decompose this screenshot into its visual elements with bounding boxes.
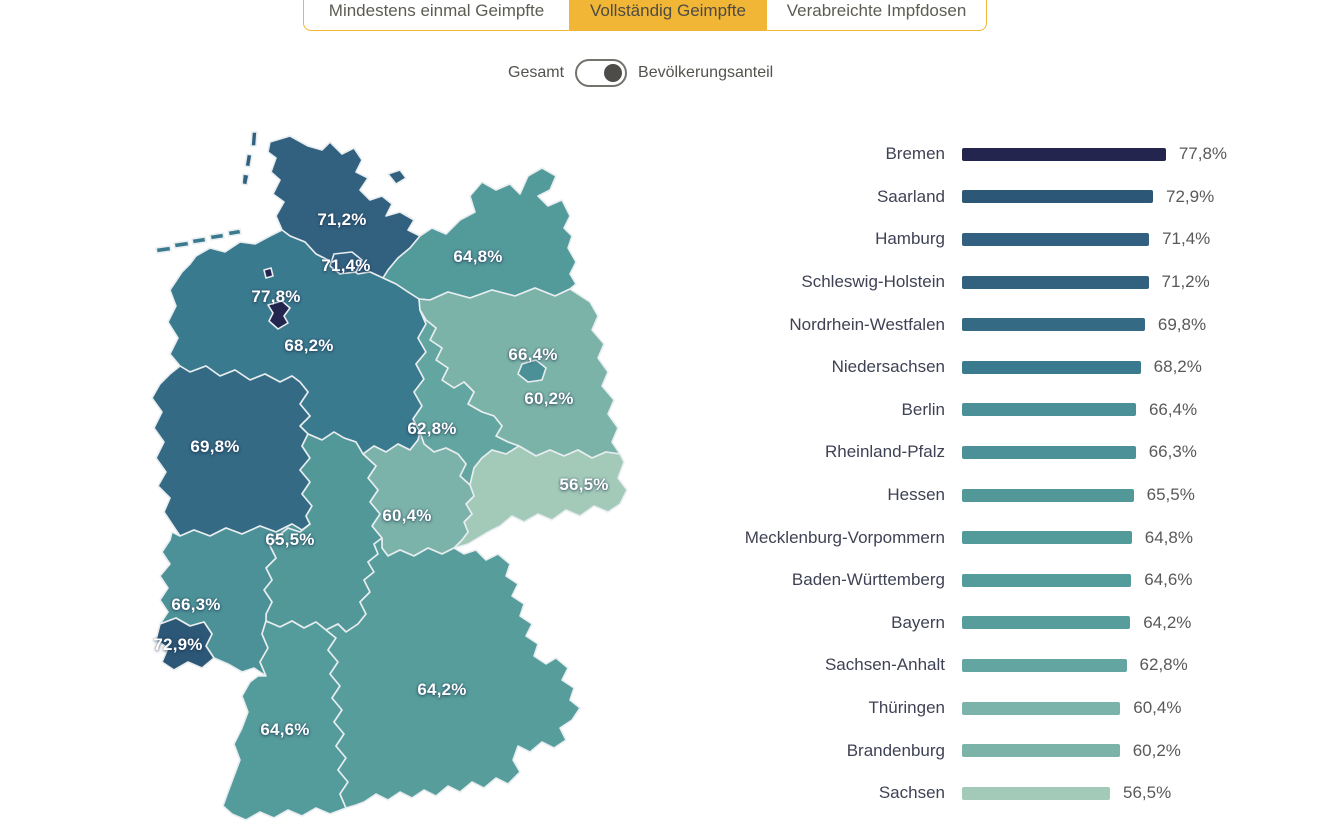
bar-row: Hessen 65,5% — [695, 474, 1318, 517]
bar-segment[interactable] — [962, 616, 1131, 630]
bar-value-label: 60,2% — [1132, 740, 1181, 760]
bar-state-label: Hessen — [887, 485, 945, 505]
bar-value-label: 56,5% — [1123, 783, 1172, 803]
bar-value-label: 71,4% — [1162, 229, 1211, 249]
bar-segment[interactable] — [962, 403, 1136, 417]
bar-row: Niedersachsen 68,2% — [695, 346, 1318, 389]
bar-segment[interactable] — [962, 445, 1136, 459]
bar-state-label: Rheinland-Pfalz — [824, 442, 945, 462]
bar-state-label: Sachsen — [878, 783, 945, 803]
state-bar-chart: Bremen 77,8% Saarland 72,9% Hamburg 71,4% Schl… — [695, 133, 1318, 815]
bar-value-label: 64,8% — [1144, 527, 1193, 547]
toggle-label-bevoelkerungsanteil[interactable]: Bevölkerungsanteil — [638, 64, 774, 81]
bar-row: Mecklenburg-Vorpommern 64,8% — [695, 516, 1318, 559]
bar-value-label: 66,3% — [1148, 442, 1197, 462]
bar-state-label: Bremen — [885, 144, 945, 164]
bar-segment[interactable] — [962, 701, 1121, 715]
gesamt-bevoelkerungsanteil-toggle[interactable] — [575, 59, 628, 87]
bar-segment[interactable] — [962, 488, 1134, 502]
map-island-nordfriesland-3[interactable] — [241, 173, 250, 186]
map-state-hamburg[interactable] — [329, 251, 363, 275]
bar-state-label: Berlin — [901, 399, 945, 419]
map-island-ostfriesland-4[interactable] — [209, 232, 225, 241]
bar-row: Thüringen 60,4% — [695, 687, 1318, 730]
bar-row: Schleswig-Holstein 71,2% — [695, 261, 1318, 304]
map-state-bayern[interactable] — [325, 537, 581, 809]
map-state-saarland[interactable] — [155, 617, 215, 671]
germany-map-svg — [151, 131, 628, 821]
bar-segment[interactable] — [962, 147, 1166, 161]
bar-state-label: Baden-Württemberg — [791, 570, 945, 590]
bar-segment[interactable] — [962, 190, 1153, 204]
bar-row: Rheinland-Pfalz 66,3% — [695, 431, 1318, 474]
map-island-fehmarn[interactable] — [387, 169, 407, 185]
bar-value-label: 64,2% — [1143, 612, 1192, 632]
bar-value-label: 72,9% — [1165, 186, 1215, 206]
bar-row: Saarland 72,9% — [695, 176, 1318, 219]
map-state-bremerhaven[interactable] — [263, 267, 274, 279]
bar-state-label: Niedersachsen — [831, 357, 945, 377]
bar-row: Bremen 77,8% — [695, 133, 1318, 176]
map-state-berlin[interactable] — [517, 359, 547, 383]
bar-segment[interactable] — [962, 275, 1149, 289]
bar-row: Nordrhein-Westfalen 69,8% — [695, 303, 1318, 346]
bar-value-label: 64,6% — [1144, 570, 1193, 590]
map-island-nordfriesland-2[interactable] — [244, 153, 253, 168]
map-state-nordrhein-westfalen[interactable] — [151, 365, 313, 537]
map-island-ostfriesland-3[interactable] — [191, 236, 207, 245]
toggle-knob — [604, 64, 623, 82]
bar-state-label: Sachsen-Anhalt — [824, 655, 945, 675]
bar-value-label: 71,2% — [1161, 272, 1210, 292]
view-tab-bar: Mindestens einmal Geimpfte Vollständig G… — [303, 0, 987, 31]
bar-state-label: Saarland — [876, 186, 945, 206]
map-island-nordfriesland-1[interactable] — [250, 131, 258, 147]
metric-toggle-row: Gesamt Bevölkerungsanteil — [508, 59, 773, 87]
map-state-bremen[interactable] — [267, 300, 291, 330]
bar-state-label: Hamburg — [875, 229, 945, 249]
tab-mindestens-einmal-geimpfte[interactable]: Mindestens einmal Geimpfte — [328, 1, 545, 20]
bar-row: Bayern 64,2% — [695, 602, 1318, 645]
bar-value-label: 69,8% — [1157, 314, 1207, 334]
bar-state-label: Bayern — [891, 612, 945, 632]
bar-row: Sachsen-Anhalt 62,8% — [695, 644, 1318, 687]
bar-row: Brandenburg 60,2% — [695, 729, 1318, 772]
map-island-ostfriesland-5[interactable] — [227, 228, 242, 237]
tab-verabreichte-impfdosen[interactable]: Verabreichte Impfdosen — [766, 0, 986, 30]
map-island-ostfriesland-2[interactable] — [173, 240, 190, 249]
toggle-label-gesamt[interactable]: Gesamt — [508, 64, 565, 81]
bar-row: Baden-Württemberg 64,6% — [695, 559, 1318, 602]
bar-value-label: 62,8% — [1139, 655, 1188, 675]
bar-row: Sachsen 56,5% — [695, 772, 1318, 815]
bar-segment[interactable] — [962, 232, 1150, 246]
bar-state-label: Mecklenburg-Vorpommern — [744, 527, 945, 547]
map-island-ostfriesland-1[interactable] — [155, 245, 172, 254]
map-state-sachsen[interactable] — [453, 445, 628, 549]
bar-segment[interactable] — [962, 744, 1120, 758]
bar-segment[interactable] — [962, 573, 1132, 587]
tab-vollstaendig-geimpfte[interactable]: Vollständig Geimpfte — [569, 0, 766, 30]
bar-segment[interactable] — [962, 318, 1145, 332]
bar-segment[interactable] — [962, 360, 1141, 374]
bar-state-label: Brandenburg — [846, 740, 945, 760]
bar-value-label: 77,8% — [1178, 144, 1228, 164]
bar-segment[interactable] — [962, 531, 1132, 545]
bar-segment[interactable] — [962, 658, 1127, 672]
bar-value-label: 68,2% — [1153, 357, 1202, 377]
bar-state-label: Schleswig-Holstein — [801, 272, 945, 292]
bar-row: Berlin 66,4% — [695, 389, 1318, 432]
bar-state-label: Nordrhein-Westfalen — [789, 314, 945, 334]
bar-value-label: 65,5% — [1146, 485, 1195, 505]
bar-state-label: Thüringen — [868, 698, 945, 718]
germany-choropleth-map: 71,2% 71,4% 77,8% 64,8% 68,2% 66,4% 60,2% 62,8%… — [130, 124, 660, 832]
bar-row: Hamburg 71,4% — [695, 218, 1318, 261]
bar-value-label: 60,4% — [1133, 698, 1182, 718]
bar-segment[interactable] — [962, 786, 1111, 800]
bar-value-label: 66,4% — [1148, 399, 1198, 419]
